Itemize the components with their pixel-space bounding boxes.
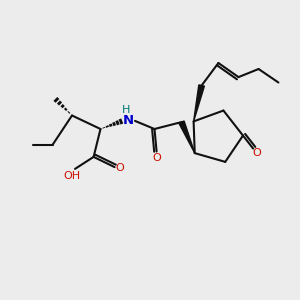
Text: O: O [152, 153, 161, 163]
Text: OH: OH [63, 171, 81, 182]
Polygon shape [194, 85, 204, 122]
Polygon shape [179, 121, 195, 153]
Text: O: O [116, 163, 124, 173]
Text: O: O [253, 148, 261, 158]
Text: N: N [122, 114, 134, 127]
Text: H: H [122, 105, 130, 116]
